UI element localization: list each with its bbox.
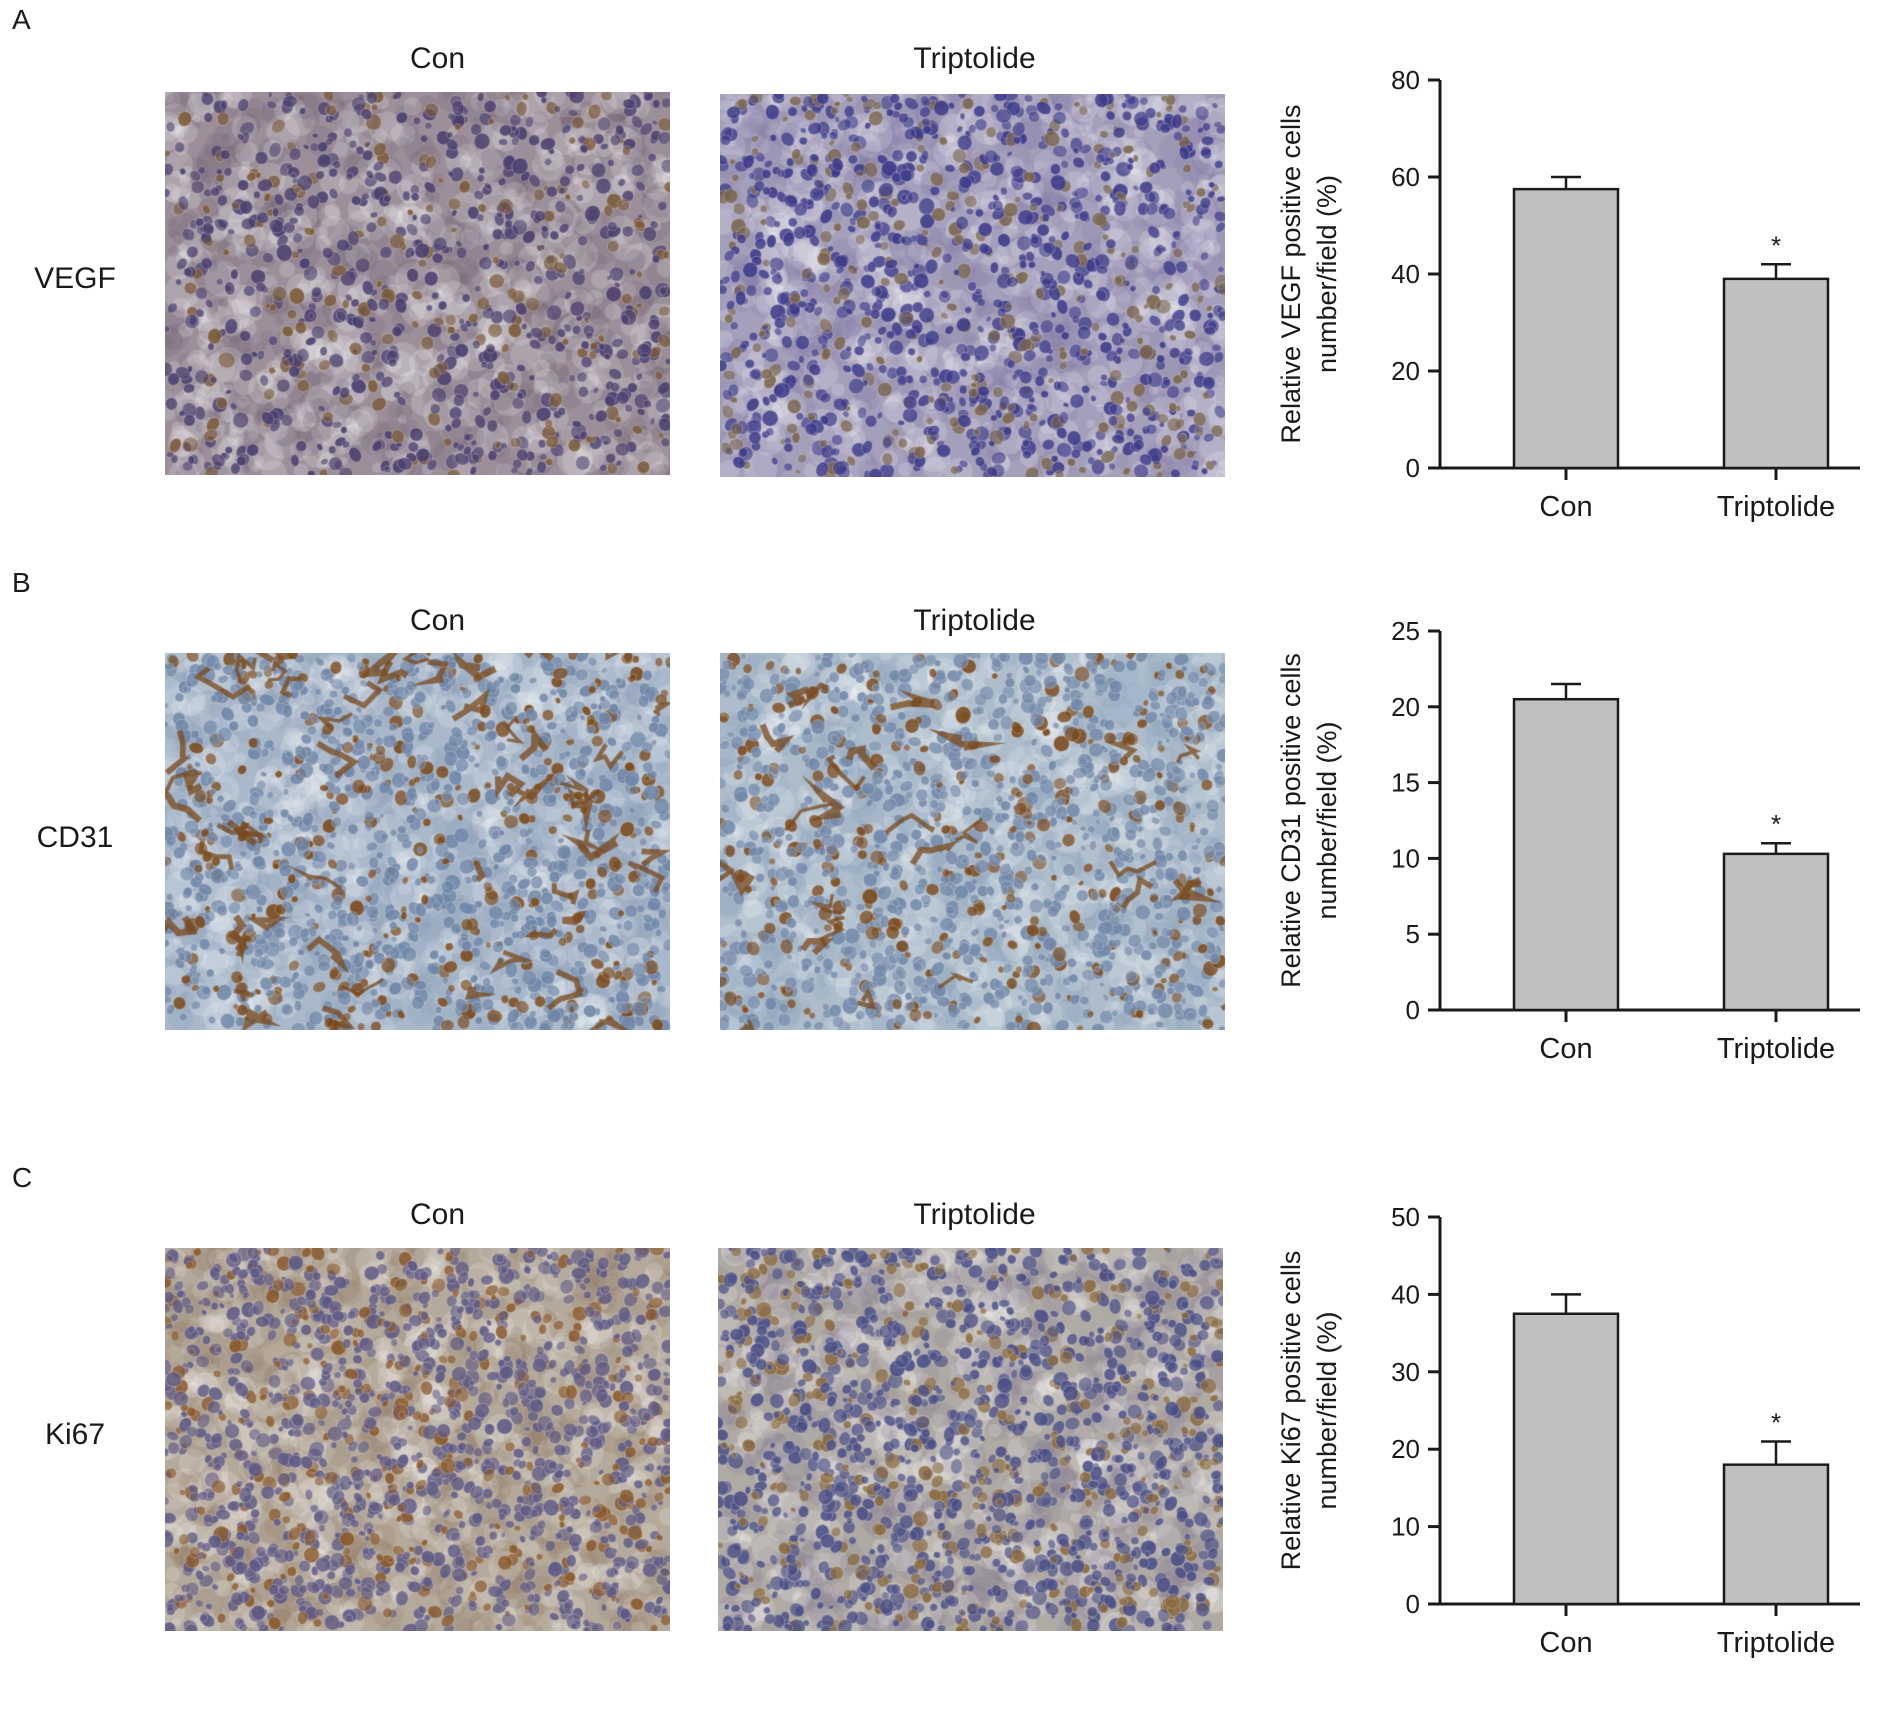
panel-c: C Con Triptolide Ki67 0 10 20 30 40 50 Con Trip… bbox=[0, 1158, 1879, 1713]
y-tick-label: 0 bbox=[1406, 1589, 1420, 1619]
left-image-title: Con bbox=[409, 42, 466, 75]
marker-label: CD31 bbox=[36, 821, 114, 854]
x-tick-label: Triptolide bbox=[1717, 1627, 1835, 1659]
y-axis-label: number/field (%) bbox=[1312, 1311, 1342, 1509]
y-tick-label: 25 bbox=[1391, 616, 1420, 646]
y-tick-label: 10 bbox=[1391, 1512, 1420, 1542]
significance-marker: * bbox=[1771, 230, 1781, 260]
x-tick-label: Triptolide bbox=[1717, 491, 1835, 523]
panel-a: A Con Triptolide VEGF 0 20 40 60 80 Con Tripto… bbox=[0, 0, 1879, 555]
y-axis-label: Relative Ki67 positive cells bbox=[1276, 1251, 1306, 1571]
left-image-title: Con bbox=[409, 604, 466, 637]
y-axis-label: Relative VEGF positive cells bbox=[1276, 104, 1306, 443]
y-axis-label: number/field (%) bbox=[1312, 175, 1342, 373]
micrograph-triptolide bbox=[720, 94, 1225, 477]
marker-label: Ki67 bbox=[44, 1418, 106, 1451]
micrograph-con bbox=[165, 1248, 670, 1631]
panel-letter: B bbox=[12, 567, 31, 598]
micrograph-con bbox=[165, 92, 670, 475]
bar bbox=[1512, 697, 1620, 1012]
y-axis-label: number/field (%) bbox=[1312, 721, 1342, 919]
bar bbox=[1722, 277, 1830, 470]
right-image-title: Triptolide bbox=[913, 604, 1036, 637]
right-image-title: Triptolide bbox=[913, 1198, 1036, 1231]
chart-svg: 0 10 20 30 40 50 Con Triptolide * Relative Ki67 p… bbox=[1276, 1202, 1860, 1659]
bar-chart: 0 5 10 15 20 25 Con Triptolide * Relative CD31 po… bbox=[1270, 563, 1870, 1088]
chart-svg: 0 5 10 15 20 25 Con Triptolide * Relative CD31 po… bbox=[1276, 616, 1860, 1065]
y-tick-label: 5 bbox=[1406, 919, 1420, 949]
y-axis-label: Relative CD31 positive cells bbox=[1276, 653, 1306, 988]
significance-marker: * bbox=[1771, 1407, 1781, 1437]
bar bbox=[1512, 187, 1620, 470]
y-tick-label: 80 bbox=[1391, 65, 1420, 95]
bar bbox=[1722, 852, 1830, 1012]
bar bbox=[1512, 1312, 1620, 1606]
panel-letter: A bbox=[12, 4, 31, 35]
bar-chart: 0 10 20 30 40 50 Con Triptolide * Relative Ki67 p… bbox=[1270, 1158, 1870, 1683]
y-tick-label: 30 bbox=[1391, 1357, 1420, 1387]
bar bbox=[1722, 1463, 1830, 1606]
marker-label: VEGF bbox=[34, 262, 116, 295]
y-tick-label: 40 bbox=[1391, 1279, 1420, 1309]
left-image-title: Con bbox=[409, 1198, 466, 1231]
y-tick-label: 0 bbox=[1406, 453, 1420, 483]
y-tick-label: 20 bbox=[1391, 692, 1420, 722]
y-tick-label: 0 bbox=[1406, 995, 1420, 1025]
y-tick-label: 10 bbox=[1391, 843, 1420, 873]
y-tick-label: 50 bbox=[1391, 1202, 1420, 1232]
micrograph-con bbox=[165, 653, 670, 1036]
y-tick-label: 40 bbox=[1391, 259, 1420, 289]
right-image-title: Triptolide bbox=[913, 42, 1036, 75]
y-tick-label: 20 bbox=[1391, 356, 1420, 386]
chart-svg: 0 20 40 60 80 Con Triptolide * Relative VEGF pos… bbox=[1276, 65, 1860, 523]
x-tick-label: Con bbox=[1539, 1033, 1592, 1065]
panel-b: B Con Triptolide CD31 0 5 10 15 20 25 Con Tript… bbox=[0, 563, 1879, 1118]
y-tick-label: 20 bbox=[1391, 1434, 1420, 1464]
micrograph-triptolide bbox=[720, 653, 1225, 1036]
x-tick-label: Con bbox=[1539, 1627, 1592, 1659]
x-tick-label: Con bbox=[1539, 491, 1592, 523]
panel-letter: C bbox=[12, 1162, 33, 1193]
micrograph-triptolide bbox=[718, 1248, 1223, 1631]
y-tick-label: 60 bbox=[1391, 162, 1420, 192]
bar-chart: 0 20 40 60 80 Con Triptolide * Relative VEGF pos… bbox=[1270, 0, 1870, 525]
significance-marker: * bbox=[1771, 809, 1781, 839]
y-tick-label: 15 bbox=[1391, 768, 1420, 798]
x-tick-label: Triptolide bbox=[1717, 1033, 1835, 1065]
